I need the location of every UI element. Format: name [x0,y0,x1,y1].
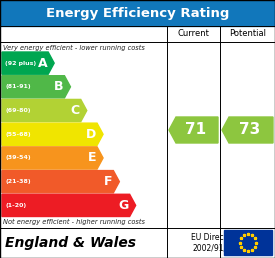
Bar [224,230,272,255]
Text: (1-20): (1-20) [5,203,26,208]
Text: E: E [87,151,96,164]
Text: Very energy efficient - lower running costs: Very energy efficient - lower running co… [3,45,145,51]
Polygon shape [2,99,87,122]
Text: England & Wales: England & Wales [5,236,136,250]
Bar [0,0,275,26]
Polygon shape [222,117,273,143]
Text: 73: 73 [239,123,260,138]
Polygon shape [2,147,103,169]
Text: B: B [54,80,64,93]
Text: EU Directive
2002/91/EC: EU Directive 2002/91/EC [191,233,238,253]
Text: (81-91): (81-91) [5,84,31,89]
Text: D: D [86,128,96,141]
Text: (55-68): (55-68) [5,132,31,137]
Polygon shape [2,123,103,145]
Text: Current: Current [178,29,210,38]
Text: 71: 71 [185,123,206,138]
Polygon shape [2,171,119,193]
Polygon shape [2,52,54,74]
Text: (21-38): (21-38) [5,179,31,184]
Text: F: F [104,175,112,188]
Text: Energy Efficiency Rating: Energy Efficiency Rating [46,6,229,20]
Text: (39-54): (39-54) [5,156,31,160]
Text: A: A [37,57,47,70]
Text: Potential: Potential [229,29,266,38]
Text: C: C [71,104,80,117]
Polygon shape [169,117,218,143]
Text: G: G [119,199,129,212]
Text: (69-80): (69-80) [5,108,31,113]
Text: Not energy efficient - higher running costs: Not energy efficient - higher running co… [3,219,145,225]
Polygon shape [2,194,136,216]
Polygon shape [2,76,70,98]
Text: (92 plus): (92 plus) [5,61,36,66]
